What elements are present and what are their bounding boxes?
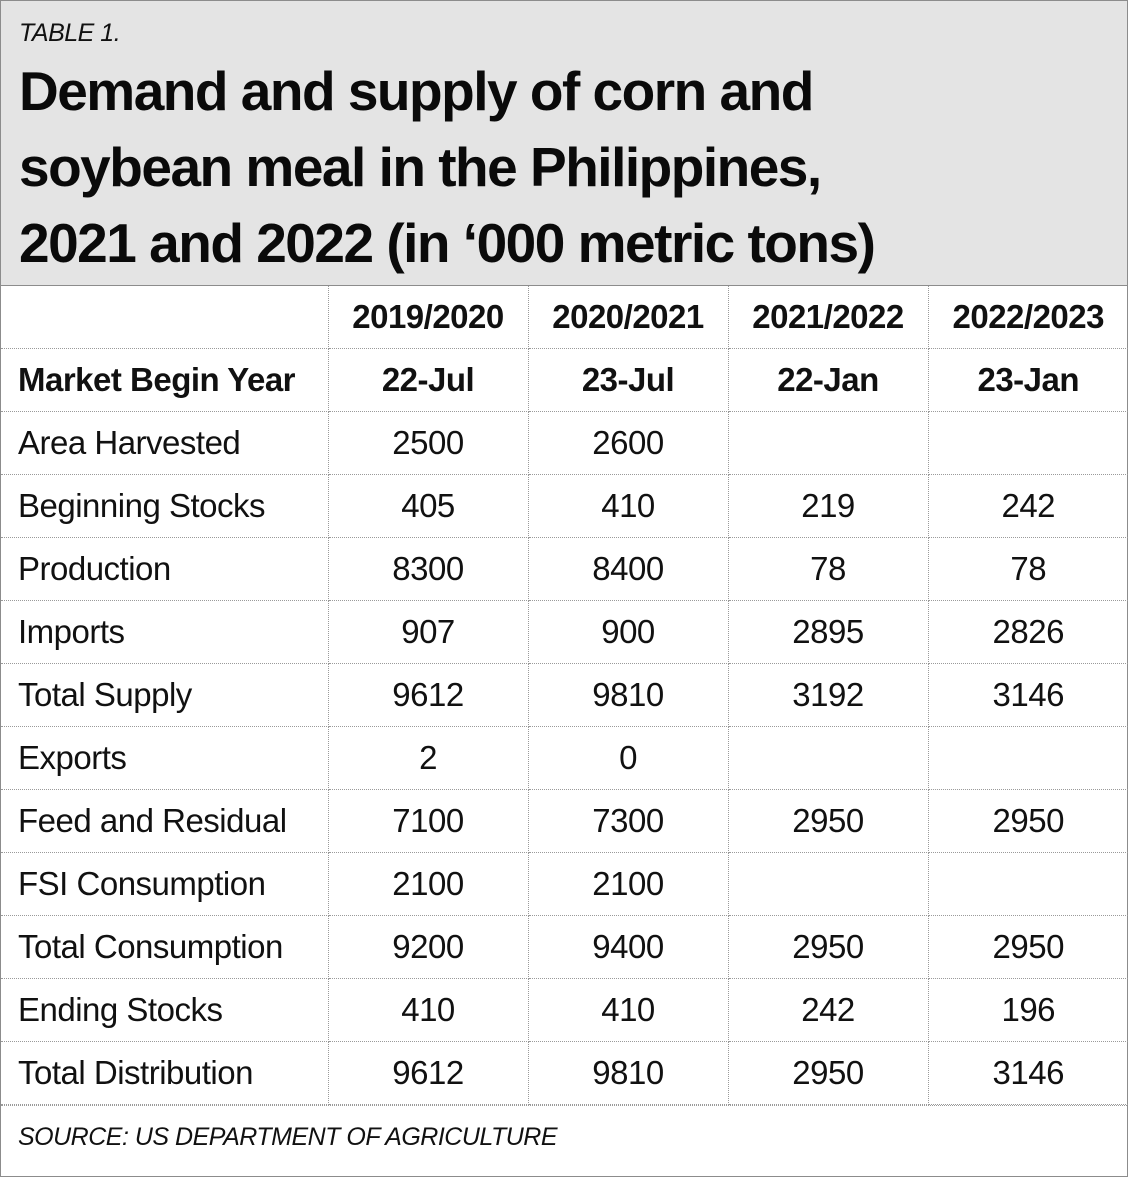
table-row: Total Consumption 9200 9400 2950 2950 <box>1 915 1128 979</box>
table-cell: 9810 <box>527 663 729 727</box>
column-header-row: 2019/2020 2020/2021 2021/2022 2022/2023 <box>1 286 1128 349</box>
table-title: Demand and supply of corn and soybean me… <box>19 53 1109 281</box>
table-cell: 23-Jan <box>927 348 1128 412</box>
table-cell: 7100 <box>327 789 529 853</box>
row-label: Total Consumption <box>1 915 329 979</box>
table-cell: 2950 <box>927 915 1128 979</box>
table-cell <box>927 726 1128 790</box>
table-cell <box>927 411 1128 475</box>
table-cell: 907 <box>327 600 529 664</box>
row-label: Beginning Stocks <box>1 474 329 538</box>
table-row: Area Harvested 2500 2600 <box>1 411 1128 475</box>
table-cell: 410 <box>527 474 729 538</box>
table-cell: 2600 <box>527 411 729 475</box>
table-cell: 2500 <box>327 411 529 475</box>
table-row: Total Supply 9612 9810 3192 3146 <box>1 663 1128 727</box>
row-label: Exports <box>1 726 329 790</box>
table-cell: 9612 <box>327 1041 529 1105</box>
table-cell: 2950 <box>727 789 929 853</box>
table-cell <box>927 852 1128 916</box>
table-row: Beginning Stocks 405 410 219 242 <box>1 474 1128 538</box>
table-header: TABLE 1. Demand and supply of corn and s… <box>1 1 1127 286</box>
table-row: Production 8300 8400 78 78 <box>1 537 1128 601</box>
table-cell: 2950 <box>927 789 1128 853</box>
table-row: Ending Stocks 410 410 242 196 <box>1 978 1128 1042</box>
table-row: FSI Consumption 2100 2100 <box>1 852 1128 916</box>
table-cell <box>727 852 929 916</box>
row-label: Ending Stocks <box>1 978 329 1042</box>
table-cell: 405 <box>327 474 529 538</box>
table-cell: 410 <box>527 978 729 1042</box>
table-cell: 9400 <box>527 915 729 979</box>
table-cell: 242 <box>727 978 929 1042</box>
column-header: 2022/2023 <box>927 286 1128 349</box>
table-cell: 22-Jan <box>727 348 929 412</box>
table-cell: 2826 <box>927 600 1128 664</box>
row-label: Total Distribution <box>1 1041 329 1105</box>
title-line: Demand and supply of corn and <box>19 60 814 122</box>
table-row: Exports 2 0 <box>1 726 1128 790</box>
table-cell: 2 <box>327 726 529 790</box>
table-body: Area Harvested 2500 2600 Beginning Stocks 40… <box>1 411 1128 1105</box>
table-cell: 0 <box>527 726 729 790</box>
table-cell: 7300 <box>527 789 729 853</box>
table-cell <box>727 411 929 475</box>
table-cell: 2895 <box>727 600 929 664</box>
table-cell: 410 <box>327 978 529 1042</box>
table-cell: 9810 <box>527 1041 729 1105</box>
row-label: Production <box>1 537 329 601</box>
table-cell: 9200 <box>327 915 529 979</box>
table-cell: 78 <box>927 537 1128 601</box>
table-cell: 8300 <box>327 537 529 601</box>
table-cell: 2100 <box>327 852 529 916</box>
title-line: soybean meal in the Philippines, <box>19 136 822 198</box>
column-header: 2020/2021 <box>527 286 729 349</box>
table-row: Feed and Residual 7100 7300 2950 2950 <box>1 789 1128 853</box>
row-label: Total Supply <box>1 663 329 727</box>
table-cell: 23-Jul <box>527 348 729 412</box>
table-row: Total Distribution 9612 9810 2950 3146 <box>1 1041 1128 1105</box>
table-cell: 3146 <box>927 663 1128 727</box>
row-label: Imports <box>1 600 329 664</box>
table-cell: 900 <box>527 600 729 664</box>
column-header-empty <box>1 286 329 349</box>
table-cell: 22-Jul <box>327 348 529 412</box>
row-label: FSI Consumption <box>1 852 329 916</box>
table-cell: 3146 <box>927 1041 1128 1105</box>
table-number-label: TABLE 1. <box>19 19 121 47</box>
table-row: Imports 907 900 2895 2826 <box>1 600 1128 664</box>
row-label: Market Begin Year <box>1 348 329 412</box>
column-header: 2019/2020 <box>327 286 529 349</box>
table-cell: 3192 <box>727 663 929 727</box>
source-note: SOURCE: US DEPARTMENT OF AGRICULTURE <box>1 1105 1127 1167</box>
table-cell: 9612 <box>327 663 529 727</box>
table-cell: 2950 <box>727 915 929 979</box>
row-label: Area Harvested <box>1 411 329 475</box>
table-cell: 196 <box>927 978 1128 1042</box>
market-begin-year-row: Market Begin Year 22-Jul 23-Jul 22-Jan 2… <box>1 348 1128 412</box>
table-cell: 2100 <box>527 852 729 916</box>
table-cell: 78 <box>727 537 929 601</box>
table-cell: 219 <box>727 474 929 538</box>
table-cell <box>727 726 929 790</box>
table-cell: 8400 <box>527 537 729 601</box>
title-line: 2021 and 2022 (in ‘000 metric tons) <box>19 212 876 274</box>
column-header: 2021/2022 <box>727 286 929 349</box>
table-cell: 242 <box>927 474 1128 538</box>
row-label: Feed and Residual <box>1 789 329 853</box>
data-table: 2019/2020 2020/2021 2021/2022 2022/2023 … <box>1 286 1128 1105</box>
table-cell: 2950 <box>727 1041 929 1105</box>
